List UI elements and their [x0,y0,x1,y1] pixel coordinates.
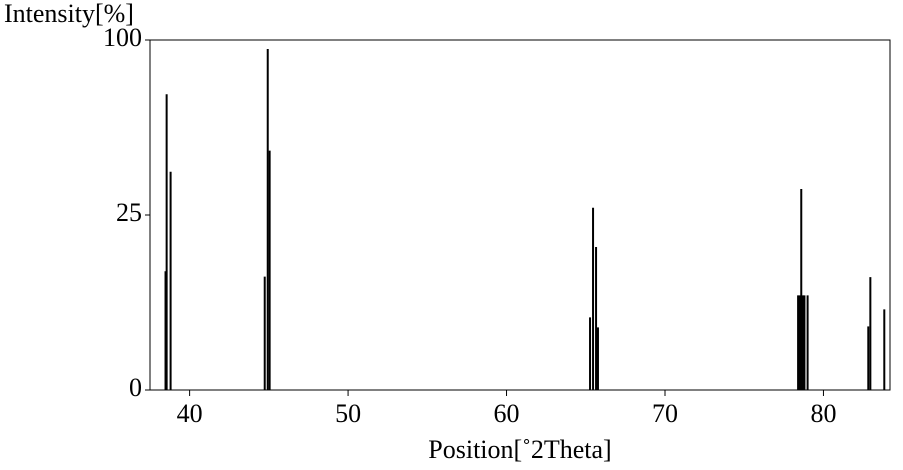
x-tick-label: 80 [810,399,836,428]
x-tick-label: 70 [652,399,678,428]
x-tick-label: 50 [335,399,361,428]
x-tick-label: 40 [177,399,203,428]
x-tick-label: 60 [494,399,520,428]
y-axis-label: Intensity[%] [4,0,134,28]
y-tick-label: 100 [103,23,142,52]
plot-frame [149,39,891,391]
y-tick-label: 0 [129,373,142,402]
y-tick-label: 25 [116,198,142,227]
x-axis-label: Position[˚2Theta] [428,435,611,464]
